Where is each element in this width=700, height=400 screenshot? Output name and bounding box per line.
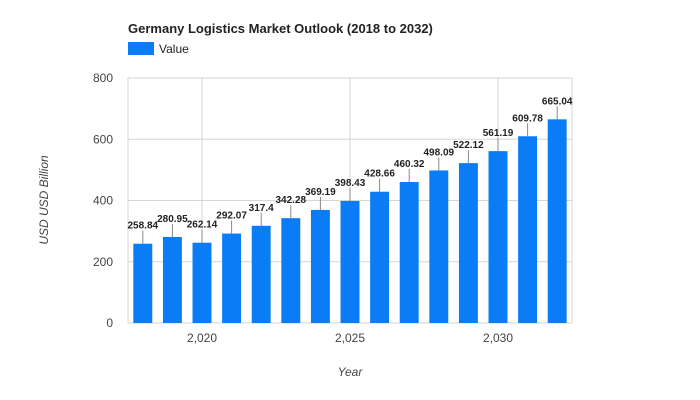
- data-label: 292.07: [216, 211, 247, 222]
- y-tick-label: 0: [106, 316, 113, 330]
- data-label: 498.09: [424, 147, 455, 158]
- data-label: 609.78: [512, 113, 543, 124]
- y-tick-label: 800: [93, 71, 113, 85]
- data-labels: 258.84280.95262.14292.07317.4342.28369.1…: [128, 96, 573, 244]
- x-tick-label: 2,020: [187, 331, 217, 345]
- bar: [281, 218, 301, 323]
- data-label: 460.32: [394, 159, 425, 170]
- chart-title: Germany Logistics Market Outlook (2018 t…: [128, 21, 433, 36]
- bar: [370, 191, 390, 323]
- data-label: 665.04: [542, 96, 573, 107]
- data-label: 317.4: [249, 203, 274, 214]
- data-label: 258.84: [128, 221, 159, 232]
- bar: [399, 182, 419, 323]
- bar: [340, 200, 360, 323]
- legend-label: Value: [159, 42, 189, 56]
- data-label: 561.19: [483, 128, 514, 139]
- data-label: 428.66: [364, 169, 395, 180]
- bars: [133, 119, 567, 323]
- data-label: 280.95: [157, 214, 188, 225]
- x-axis-ticks: 2,020 2,025 2,030: [187, 331, 513, 345]
- bar: [488, 151, 508, 323]
- bar: [310, 209, 330, 323]
- bar: [222, 233, 242, 323]
- x-tick-label: 2,030: [483, 331, 513, 345]
- data-label: 522.12: [453, 140, 484, 151]
- bar: [518, 136, 538, 323]
- bar: [162, 236, 182, 323]
- bar: [458, 163, 478, 323]
- y-axis-ticks: 0 200 400 600 800: [93, 71, 113, 330]
- y-axis-label: USD USD Billion: [37, 155, 51, 245]
- bar: [192, 242, 212, 323]
- legend-swatch: [128, 42, 154, 55]
- bar: [133, 243, 153, 323]
- y-tick-label: 400: [93, 194, 113, 208]
- bar: [429, 170, 449, 323]
- bar: [547, 119, 567, 323]
- y-tick-label: 600: [93, 132, 113, 146]
- bar: [251, 225, 271, 323]
- x-tick-label: 2,025: [335, 331, 365, 345]
- data-label: 342.28: [276, 195, 307, 206]
- x-axis-label: Year: [338, 365, 364, 379]
- data-label: 369.19: [305, 187, 336, 198]
- data-label: 398.43: [335, 178, 366, 189]
- y-tick-label: 200: [93, 255, 113, 269]
- data-label: 262.14: [187, 220, 218, 231]
